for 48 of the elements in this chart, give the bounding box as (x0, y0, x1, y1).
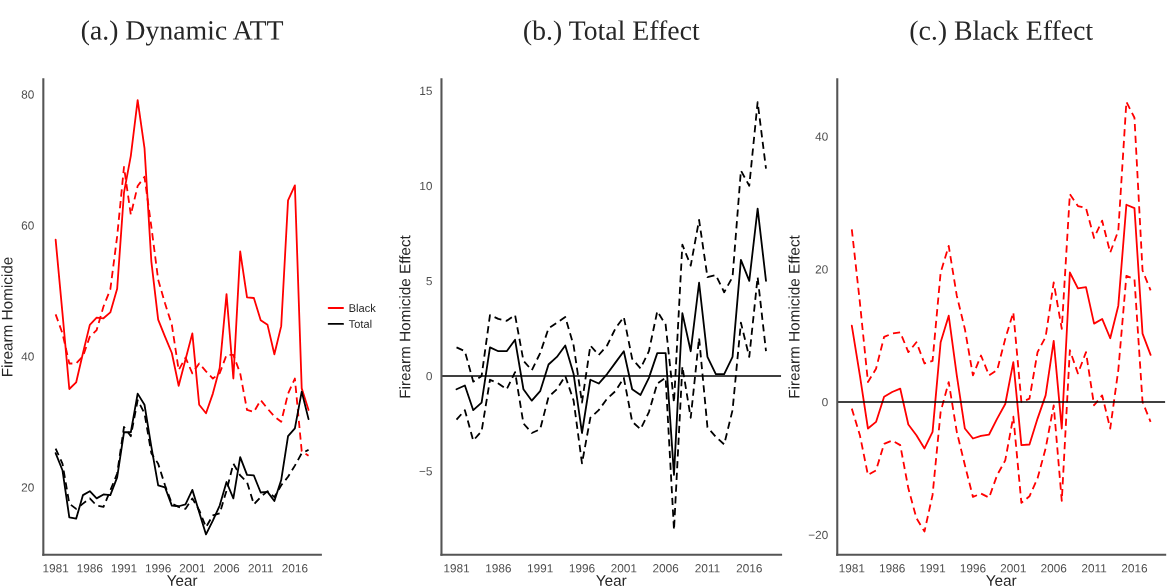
x-tick-label: 2001 (179, 564, 205, 573)
y-tick-label: 40 (21, 352, 34, 361)
y-tick-label: −20 (808, 530, 828, 540)
x-tick-label: 2016 (1121, 564, 1148, 573)
x-tick-label: 2006 (213, 564, 240, 573)
y-tick-label: 20 (815, 265, 828, 274)
chart-title: (b.) Total Effect (524, 20, 700, 46)
y-tick-label: 0 (426, 371, 432, 381)
y-axis-title: Firearm Homicide (1, 257, 13, 376)
y-tick-label: 5 (426, 277, 432, 286)
y-axis-title: Firearm Homicide Effect (788, 235, 800, 398)
x-tick-label: 1991 (527, 564, 553, 573)
x-tick-label: 1981 (43, 564, 69, 573)
y-tick-label: 20 (21, 483, 34, 492)
x-tick-label: 2016 (282, 564, 308, 573)
y-tick-label: 10 (420, 181, 432, 191)
y-tick-label: 80 (21, 90, 34, 99)
x-tick-label: 2006 (653, 564, 679, 573)
x-tick-label: 2006 (1041, 564, 1067, 573)
x-tick-label: 2011 (248, 564, 273, 573)
chart-title: (c.) Black Effect (910, 20, 1093, 46)
x-tick-label: 1981 (839, 564, 865, 573)
y-tick-label: 60 (21, 221, 34, 230)
x-tick-label: 1986 (879, 564, 905, 573)
x-tick-label: 1996 (960, 564, 986, 573)
x-tick-label: 1996 (145, 564, 171, 573)
x-tick-label: 1986 (486, 564, 511, 573)
y-tick-label: 0 (822, 398, 828, 407)
y-tick-label: −5 (419, 467, 432, 476)
legend-label: Black (349, 303, 376, 313)
x-tick-label: 1991 (920, 564, 946, 573)
y-axis-title: Firearm Homicide Effect (399, 235, 411, 398)
x-tick-label: 2016 (736, 564, 762, 573)
x-axis-title: Year (596, 575, 627, 586)
x-tick-label: 2001 (1000, 564, 1026, 573)
x-tick-label: 1996 (569, 564, 595, 573)
x-tick-label: 1986 (77, 564, 103, 573)
x-axis-title: Year (986, 575, 1017, 586)
y-tick-label: 15 (420, 86, 432, 96)
legend-label: Total (348, 319, 372, 328)
chart-title: (a.) Dynamic ATT (81, 20, 284, 46)
x-tick-label: 1981 (444, 564, 470, 573)
x-tick-label: 2001 (611, 564, 637, 573)
x-axis-title: Year (166, 575, 198, 586)
y-tick-label: 40 (815, 132, 828, 141)
x-tick-label: 2011 (1081, 564, 1107, 573)
x-tick-label: 2011 (695, 564, 720, 573)
x-tick-label: 1991 (111, 564, 137, 573)
